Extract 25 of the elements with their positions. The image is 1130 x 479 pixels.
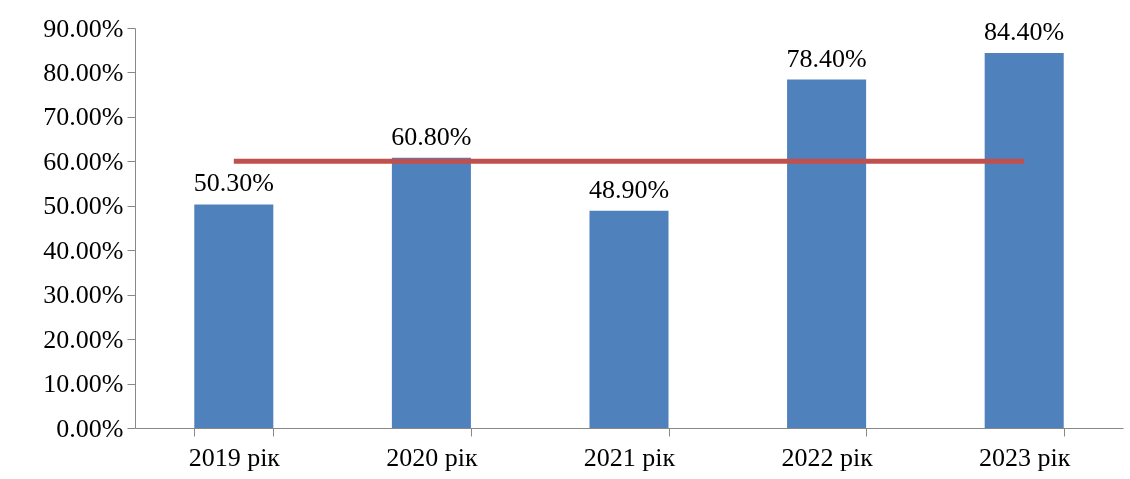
bar: [984, 52, 1064, 428]
data-label: 48.90%: [588, 174, 670, 204]
bar: [391, 157, 471, 428]
y-tick-label: 70.00%: [43, 102, 124, 132]
y-tick-label: 20.00%: [43, 324, 124, 354]
x-tick-label: 2023 рік: [979, 442, 1071, 472]
x-tick-label: 2021 рік: [583, 442, 676, 472]
y-tick-label: 10.00%: [43, 369, 124, 399]
x-tick-label: 2022 рік: [781, 442, 874, 472]
y-tick-label: 90.00%: [43, 13, 124, 43]
x-tick-label: 2019 рік: [188, 442, 281, 472]
bar: [194, 204, 274, 428]
bar: [589, 210, 669, 428]
y-tick-label: 80.00%: [43, 57, 124, 87]
y-tick-label: 30.00%: [43, 280, 124, 310]
data-label: 50.30%: [193, 168, 274, 198]
y-tick-label: 0.00%: [56, 413, 124, 443]
data-label: 78.40%: [786, 43, 867, 73]
y-tick-label: 50.00%: [43, 191, 124, 221]
y-tick-label: 60.00%: [43, 146, 124, 176]
data-label: 84.40%: [984, 16, 1065, 46]
bar: [787, 79, 867, 428]
data-label: 60.80%: [391, 121, 472, 151]
y-tick-label: 40.00%: [43, 235, 124, 265]
x-tick-label: 2020 рік: [386, 442, 478, 472]
